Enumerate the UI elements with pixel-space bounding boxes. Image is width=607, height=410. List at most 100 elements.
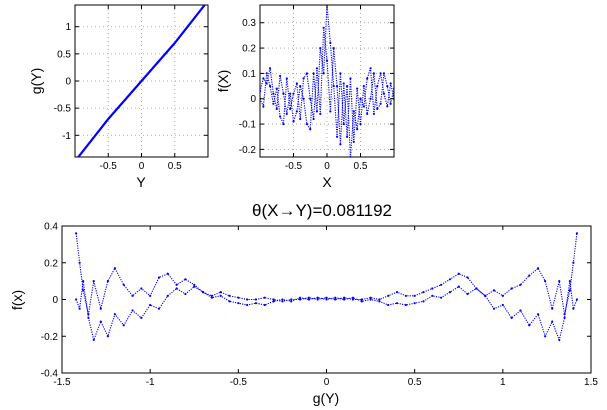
data-point [575, 232, 578, 235]
data-point [332, 84, 335, 88]
data-point [92, 280, 95, 283]
data-point [122, 324, 125, 327]
data-point [575, 298, 578, 301]
data-point [228, 294, 231, 297]
data-point [131, 309, 134, 312]
f-of-x-x-axis-label: X [322, 174, 332, 190]
data-point [131, 294, 134, 297]
data-point [376, 84, 379, 88]
y-tick-label: 0 [52, 295, 58, 306]
data-point [78, 261, 81, 264]
data-point [457, 272, 460, 275]
data-point [122, 283, 125, 286]
data-point [106, 280, 109, 283]
data-point [568, 289, 571, 292]
data-point [268, 84, 272, 88]
data-point [157, 276, 161, 279]
data-point [343, 296, 346, 299]
g-of-y-panel: -0.5 0 0.5 -1 -0.5 0 0.5 1 Y g(Y) [28, 4, 209, 190]
series-trace-0 [260, 5, 394, 157]
data-point [281, 298, 284, 301]
data-point [298, 298, 302, 301]
data-point [289, 107, 292, 110]
data-point [92, 338, 95, 342]
data-point [378, 298, 381, 301]
data-point [166, 294, 169, 297]
data-point [166, 272, 169, 275]
data-point [356, 87, 359, 90]
data-point [369, 298, 372, 301]
data-point [210, 294, 213, 297]
data-point [492, 307, 496, 310]
data-point [99, 307, 102, 310]
data-point [352, 110, 355, 113]
data-point [519, 309, 522, 312]
data-point [537, 267, 540, 270]
data-point [279, 115, 282, 118]
data-point [448, 291, 452, 294]
data-point [339, 143, 342, 146]
y-tick-label: -1 [62, 131, 71, 142]
data-point [519, 283, 522, 286]
data-point [262, 105, 265, 108]
data-point [466, 276, 469, 279]
f-of-x-y-axis-label: f(X) [215, 70, 231, 93]
data-point [299, 117, 302, 121]
data-point [78, 307, 81, 310]
data-point [334, 296, 337, 299]
data-point [501, 294, 504, 297]
data-point [75, 298, 78, 301]
f-of-x-grid [260, 5, 394, 157]
data-point [386, 105, 389, 108]
data-point [378, 300, 381, 303]
data-point [219, 294, 222, 297]
y-tick-label: 0 [250, 94, 256, 105]
theta-ticks: -1.5 -1 -0.5 0 0.5 1 1.5 -0.4 -0.2 0 0.2 0.4 [41, 222, 599, 389]
data-point [175, 283, 178, 286]
data-point [157, 307, 161, 310]
data-point [289, 92, 292, 95]
data-point [175, 287, 178, 290]
f-of-x-panel: -0.5 0 0.5 -0.2 -0.1 0 0.1 0.2 0.3 X f(X) [215, 4, 395, 190]
data-point [315, 67, 319, 70]
data-point [268, 67, 272, 70]
data-point [351, 296, 355, 299]
data-point [325, 298, 328, 301]
x-tick-label: -0.5 [230, 377, 248, 388]
data-point [322, 72, 325, 75]
y-tick-label: 0.1 [242, 69, 256, 80]
data-point [292, 120, 295, 123]
data-point [246, 303, 249, 307]
x-tick-label: 0.5 [408, 377, 422, 388]
data-point [309, 97, 312, 100]
data-point [316, 298, 319, 301]
data-point [307, 296, 310, 299]
data-point [246, 298, 249, 301]
data-point [201, 291, 205, 294]
data-point [272, 298, 275, 301]
data-point [312, 117, 315, 121]
data-point [295, 82, 298, 85]
x-tick-label: 0.5 [168, 161, 182, 172]
data-point [404, 294, 407, 297]
data-point [275, 107, 278, 110]
data-point [282, 92, 285, 95]
data-point [263, 303, 266, 307]
data-point [544, 335, 547, 338]
data-point [302, 97, 305, 100]
data-point [272, 300, 275, 303]
data-point [282, 122, 285, 126]
data-point [260, 90, 262, 93]
data-point [360, 298, 363, 301]
data-point [422, 291, 425, 294]
data-point [210, 296, 213, 299]
f-of-x-ticks: -0.5 0 0.5 -0.2 -0.1 0 0.1 0.2 0.3 [239, 5, 394, 172]
data-point [82, 289, 85, 292]
data-point [440, 283, 443, 286]
data-point [379, 102, 382, 105]
data-point [510, 316, 513, 319]
data-point [551, 307, 554, 310]
data-point [193, 283, 196, 286]
data-point [316, 296, 319, 299]
data-point [369, 97, 372, 100]
